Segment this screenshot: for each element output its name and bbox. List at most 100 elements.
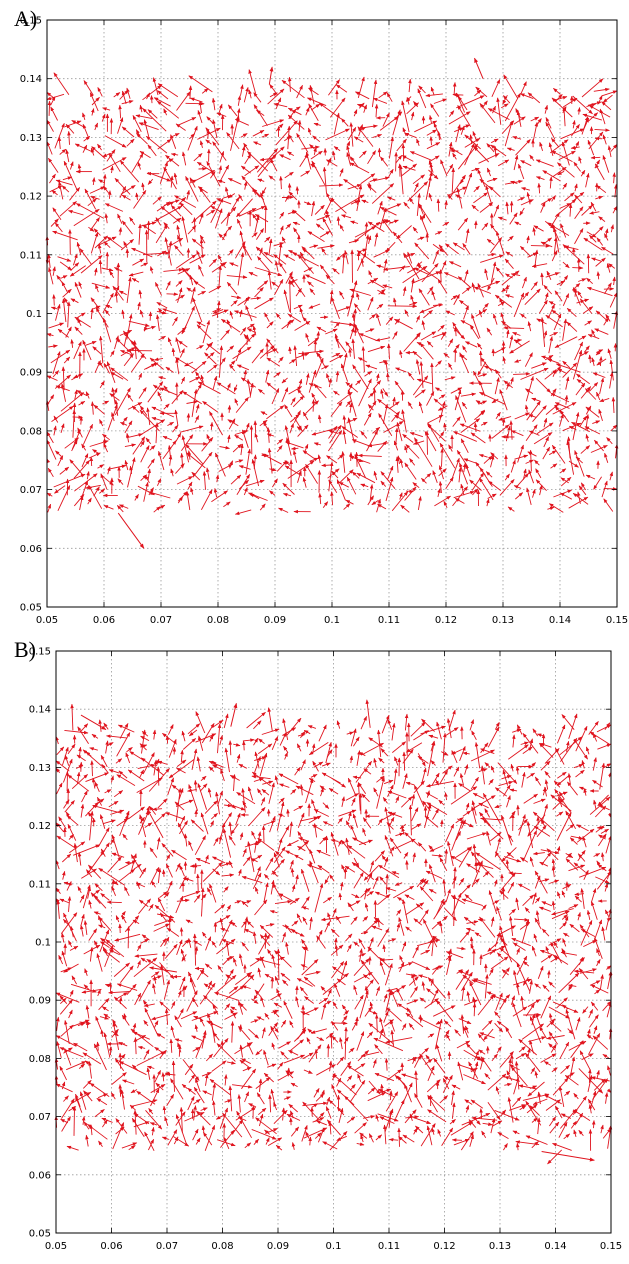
vector-arrow — [182, 391, 202, 405]
vector-arrow — [256, 148, 278, 173]
vector-arrow — [338, 481, 350, 488]
vector-arrow — [575, 1112, 584, 1125]
vector-arrow — [487, 726, 500, 748]
vector-arrow — [114, 291, 119, 303]
vector-arrow — [399, 823, 407, 830]
vector-arrow — [421, 718, 435, 732]
vector-arrow — [402, 127, 407, 137]
vector-arrow — [46, 119, 54, 132]
vector-arrow — [439, 921, 443, 934]
vector-arrow — [55, 767, 61, 773]
vector-arrow — [253, 454, 257, 469]
vector-arrow — [576, 828, 595, 843]
vector-arrow — [509, 340, 530, 354]
vector-arrow — [147, 109, 158, 119]
vector-arrow — [93, 889, 101, 896]
vector-arrow — [123, 353, 134, 367]
vector-arrow — [238, 479, 249, 490]
vector-arrow — [490, 138, 499, 144]
vector-arrow — [101, 113, 106, 122]
vector-arrow — [453, 326, 458, 337]
vector-arrow — [426, 780, 454, 788]
vector-arrow — [577, 290, 583, 299]
vector-arrow — [158, 335, 166, 341]
axis-ticks: 0.05 0.06 0.07 0.08 0.09 0.1 0.11 0.12 0.13 0.14 0… — [20, 16, 628, 627]
vector-arrow — [304, 274, 326, 285]
vector-arrow — [332, 908, 337, 918]
vector-arrow — [185, 175, 199, 202]
vector-arrow — [157, 504, 166, 510]
vector-arrow — [598, 216, 606, 222]
vector-arrow — [248, 89, 252, 99]
vector-arrow — [289, 1020, 294, 1028]
vector-arrow — [247, 328, 257, 334]
vector-arrow — [244, 928, 254, 934]
vector-arrow — [191, 1011, 219, 1021]
vector-arrow — [509, 810, 516, 819]
vector-arrow — [593, 1025, 598, 1034]
vector-arrow — [547, 506, 555, 511]
vector-arrow — [345, 820, 351, 828]
vector-arrow — [414, 120, 438, 133]
vector-arrow — [210, 820, 215, 828]
vector-arrow — [448, 141, 453, 157]
vector-arrow — [95, 307, 109, 328]
vector-arrow — [237, 95, 242, 106]
vector-arrow — [427, 286, 434, 295]
vector-arrow — [393, 885, 415, 899]
vector-arrow — [308, 1044, 322, 1063]
vector-arrow — [562, 97, 578, 108]
vector-arrow — [238, 953, 244, 967]
vector-arrow — [321, 762, 331, 767]
vector-arrow — [321, 463, 332, 468]
vector-arrow — [74, 316, 91, 328]
vector-arrow — [216, 198, 232, 205]
vector-arrow — [303, 267, 313, 273]
vector-arrow — [344, 1026, 348, 1060]
vector-arrow — [133, 340, 137, 360]
vector-arrow — [394, 318, 413, 330]
vector-arrow — [80, 255, 103, 274]
vector-arrow — [251, 232, 258, 238]
vector-arrow — [198, 100, 203, 114]
vector-arrow — [298, 840, 310, 851]
vector-arrow — [281, 236, 286, 244]
vector-arrow — [339, 168, 344, 177]
vector-arrow — [242, 740, 246, 751]
vector-arrow — [234, 118, 249, 126]
vector-arrow — [401, 143, 406, 162]
vector-arrow — [255, 1049, 263, 1056]
vector-arrow — [478, 409, 486, 417]
vector-arrow — [345, 793, 359, 801]
vector-arrow — [410, 986, 418, 998]
vector-arrow-outlier — [230, 702, 238, 727]
vector-arrow — [589, 211, 600, 215]
vector-arrow — [526, 400, 541, 421]
vector-arrow — [493, 879, 498, 887]
vector-arrow — [234, 398, 239, 406]
vector-arrow — [311, 200, 316, 217]
vector-arrow — [71, 439, 78, 452]
vector-arrow — [460, 320, 474, 328]
vector-arrow — [59, 261, 73, 271]
vector-arrow — [314, 883, 324, 913]
vector-arrow — [527, 92, 541, 104]
vector-arrow — [56, 1016, 60, 1032]
vector-arrow — [425, 1054, 431, 1062]
vector-arrow — [343, 1036, 349, 1044]
vector-arrow — [317, 244, 335, 249]
vector-arrow — [435, 360, 442, 368]
vector-arrow — [470, 432, 486, 444]
vector-arrow — [174, 409, 179, 426]
y-tick-label: 0.14 — [20, 74, 42, 85]
vector-arrow — [498, 416, 512, 421]
vector-arrow — [474, 741, 481, 769]
vector-arrow — [63, 160, 78, 191]
vector-arrow — [506, 795, 511, 808]
vector-arrow — [479, 202, 494, 213]
vector-arrow — [145, 437, 152, 445]
vector-arrow — [266, 321, 274, 329]
vector-arrow — [258, 738, 265, 744]
vector-arrow — [554, 199, 577, 218]
vector-arrow — [551, 150, 573, 163]
